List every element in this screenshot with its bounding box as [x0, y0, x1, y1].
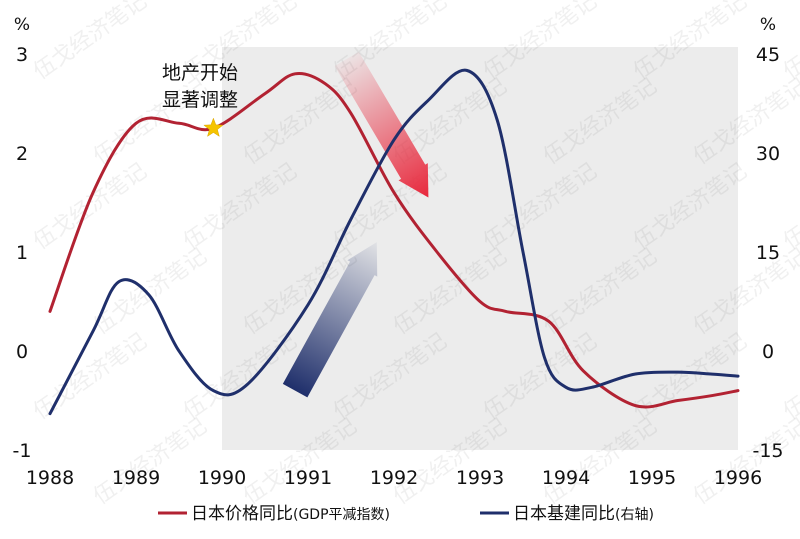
right-tick-label: 30	[756, 143, 780, 165]
x-tick-label: 1996	[714, 467, 762, 489]
watermark-text: 伍戈经济笔记	[89, 414, 211, 510]
legend-note-infra-yoy: (右轴)	[615, 507, 654, 523]
watermark-text: 伍戈经济笔记	[779, 329, 800, 425]
legend-name-infra-yoy: 日本基建同比	[513, 504, 615, 524]
legend-name-price-yoy: 日本价格同比	[191, 504, 293, 524]
x-tick-label: 1994	[542, 467, 590, 489]
watermark-text: 伍戈经济笔记	[89, 244, 211, 340]
x-tick-label: 1993	[456, 467, 504, 489]
series-line-price-yoy	[48, 71, 740, 409]
left-axis-unit: %	[14, 15, 30, 35]
left-tick-label: 0	[16, 341, 28, 363]
watermark-text: 伍戈经济笔记	[779, 0, 800, 85]
right-axis-ticks: 45 30 15 0 -15	[752, 44, 783, 462]
legend: 日本价格同比(GDP平减指数) 日本基建同比(右轴)	[158, 504, 654, 524]
watermark-text: 伍戈经济笔记	[29, 0, 151, 85]
x-tick-label: 1990	[198, 467, 246, 489]
x-tick-label: 1988	[26, 467, 74, 489]
right-tick-label: 0	[762, 341, 774, 363]
right-tick-label: 15	[756, 242, 780, 264]
trend-arrow-down	[334, 51, 429, 198]
annotation-line-1: 地产开始	[162, 62, 238, 84]
left-tick-label: 3	[16, 44, 28, 66]
annotation-line-2: 显著调整	[162, 89, 238, 111]
right-tick-label: -15	[752, 440, 783, 462]
right-axis-unit: %	[760, 15, 776, 35]
x-tick-label: 1991	[284, 467, 332, 489]
legend-label-price-yoy: 日本价格同比(GDP平减指数)	[191, 504, 390, 524]
left-tick-label: -1	[13, 440, 32, 462]
left-tick-label: 2	[16, 143, 28, 165]
star-icon	[203, 117, 224, 137]
left-tick-label: 1	[16, 242, 28, 264]
series-line-infra-yoy	[48, 68, 740, 416]
trend-arrows	[282, 51, 429, 398]
legend-note-price-yoy: (GDP平减指数)	[293, 507, 390, 523]
watermark-text: 伍戈经济笔记	[29, 329, 151, 425]
watermark-text: 伍戈经济笔记	[29, 159, 151, 255]
x-tick-label: 1995	[628, 467, 676, 489]
left-axis-ticks: 3 2 1 0 -1	[13, 44, 32, 462]
x-tick-label: 1989	[112, 467, 160, 489]
watermark-text: 伍戈经济笔记	[779, 159, 800, 255]
legend-label-infra-yoy: 日本基建同比(右轴)	[513, 504, 654, 524]
right-tick-label: 45	[756, 44, 780, 66]
x-axis-ticks: 1988 1989 1990 1991 1992 1993 1994 1995 1996	[26, 467, 762, 489]
x-tick-label: 1992	[370, 467, 418, 489]
trend-arrow-up	[282, 242, 378, 398]
